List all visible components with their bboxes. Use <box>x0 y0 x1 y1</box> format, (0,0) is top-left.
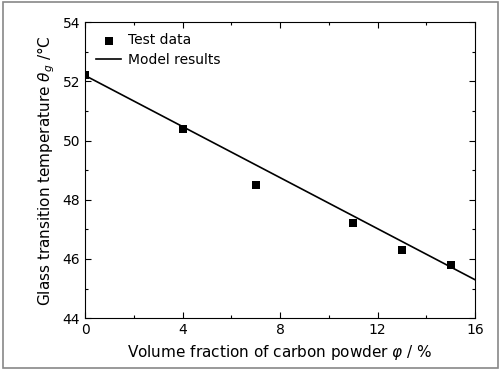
Legend: Test data, Model results: Test data, Model results <box>92 29 224 71</box>
Test data <box>398 247 406 253</box>
Test data <box>446 262 454 268</box>
Test data <box>81 73 89 78</box>
Test data <box>178 126 186 132</box>
Y-axis label: Glass transition temperature $\theta_{g}$ /°C: Glass transition temperature $\theta_{g}… <box>36 35 57 306</box>
X-axis label: Volume fraction of carbon powder $\varphi$ / %: Volume fraction of carbon powder $\varph… <box>127 343 433 361</box>
Test data <box>349 221 357 226</box>
Test data <box>252 182 260 188</box>
